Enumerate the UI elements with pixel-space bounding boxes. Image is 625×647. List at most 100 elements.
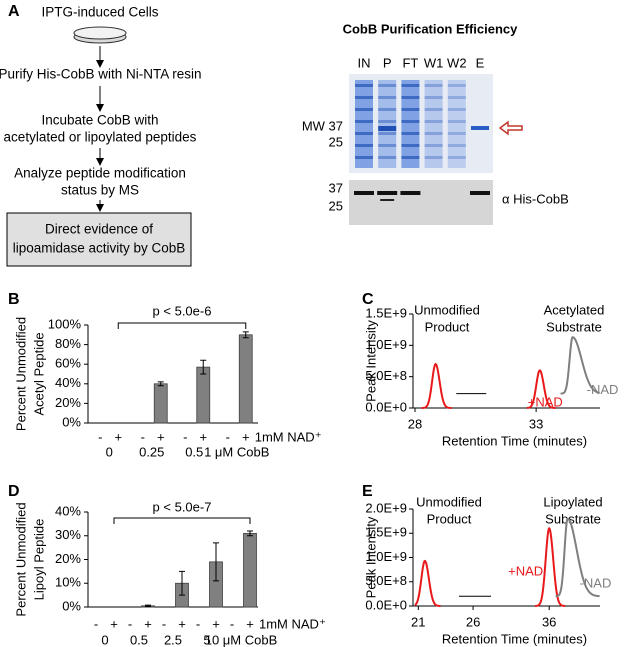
series-label: +NAD (528, 394, 563, 409)
x-tick-label: 26 (466, 614, 480, 629)
group-label: 0 (106, 444, 113, 459)
series-label: -NAD (587, 382, 619, 397)
result-text: Direct evidence of (45, 222, 153, 237)
region-title: Lipoylated (543, 494, 602, 509)
bar (238, 334, 253, 424)
region-title: Product (427, 511, 472, 526)
lane-band (378, 84, 397, 87)
x-tick-label: - (128, 616, 132, 631)
lane-smear (401, 80, 420, 168)
lane-band (447, 132, 466, 135)
lane-smear (378, 80, 397, 168)
x-tick-label: - (226, 429, 230, 444)
y-tick-label: 1.5E+9 (365, 525, 407, 540)
peak (560, 336, 600, 395)
x-tick-label: + (178, 616, 186, 631)
y-tick-label: 0.0E+0 (365, 597, 407, 612)
significance-bracket (117, 322, 247, 329)
x-axis-label: Retention Time (minutes) (442, 631, 587, 646)
y-tick-label: 1.0E+9 (365, 549, 407, 564)
x-tick-label: + (242, 429, 250, 444)
annotation: p < 5.0e-6 (153, 303, 212, 318)
lane-band (378, 126, 397, 131)
lane-band (355, 96, 373, 99)
western-band (354, 191, 374, 195)
x-tick-label: - (162, 616, 166, 631)
lane-label: P (383, 55, 392, 70)
group-label: 2.5 (164, 632, 182, 647)
workflow-step: IPTG-induced Cells (41, 5, 158, 20)
mw-marker: MW 37 (302, 118, 343, 133)
y-tick-label: 2.0E+9 (365, 500, 407, 515)
region-title: Product (425, 319, 470, 334)
peak (555, 517, 600, 598)
group-label: 0.5 (185, 444, 203, 459)
lane-band (447, 120, 466, 123)
x-tick-label: - (98, 429, 102, 444)
y-tick-label: 0% (62, 414, 81, 429)
annotation: p < 5.0e-7 (153, 499, 212, 514)
group-label: 0.5 (130, 632, 148, 647)
panel-label: B (8, 291, 20, 308)
x-tick-label: - (94, 616, 98, 631)
x-tick-label: - (183, 429, 187, 444)
y-tick-label: 20% (55, 551, 81, 566)
workflow-step: Purify His-CobB with Ni-NTA resin (0, 67, 202, 82)
group-label: 10 μM CobB (205, 632, 278, 647)
x-tick-label: 36 (542, 614, 556, 629)
result-text: lipoamidase activity by CobB (13, 241, 186, 256)
row-label: 1mM NAD⁺ (255, 429, 322, 444)
lane-label: W2 (447, 55, 467, 70)
x-tick-label: + (110, 616, 118, 631)
lane-band (424, 84, 443, 87)
y-axis-label: Percent Unmodified (13, 317, 28, 431)
lane-band (424, 108, 443, 111)
error-bar (247, 530, 253, 537)
region-title: Substrate (546, 319, 602, 334)
lane-band (378, 108, 397, 111)
group-label: 5 (203, 632, 210, 647)
error-bar (179, 570, 185, 596)
group-label: 1 μM CobB (204, 444, 269, 459)
lane-band (447, 108, 466, 111)
result-box (6, 212, 192, 267)
lane-label: E (476, 55, 485, 70)
region-title: Acetylated (544, 302, 605, 317)
x-tick-label: + (212, 616, 220, 631)
y-tick-label: 10% (55, 575, 81, 590)
peak (414, 559, 441, 607)
y-tick-label: 0.0E+0 (365, 399, 407, 414)
y-tick-label: 40% (55, 503, 81, 518)
panel-label: A (8, 3, 20, 20)
lane-band (424, 120, 443, 123)
mw-marker: 37 (329, 180, 343, 195)
gel-title: CobB Purification Efficiency (343, 21, 519, 36)
peak (535, 526, 566, 607)
y-axis-label: Lipoyl Peptide (31, 519, 46, 601)
y-tick-label: 60% (55, 356, 81, 371)
panel-label: D (8, 483, 20, 500)
x-axis-label: Retention Time (minutes) (442, 433, 587, 448)
y-tick-label: 100% (48, 316, 82, 331)
lane-band (378, 156, 397, 159)
lane-band (447, 156, 466, 159)
series-label: -NAD (580, 576, 612, 591)
lane-label: W1 (424, 55, 444, 70)
lane-smear (355, 80, 373, 168)
x-tick-label: - (196, 616, 200, 631)
lane-band (401, 132, 420, 135)
red-arrow (498, 120, 523, 136)
group-label: 0.25 (139, 444, 164, 459)
western-band (470, 191, 490, 195)
lane-band (378, 144, 397, 147)
lane-band (355, 144, 373, 147)
region-title: Substrate (545, 511, 601, 526)
error-bar (157, 381, 164, 387)
bar (243, 532, 257, 608)
mw-marker: 25 (329, 198, 343, 213)
y-tick-label: 1.0E+9 (365, 337, 407, 352)
region-title: Unmodified (416, 494, 482, 509)
lane-band (447, 96, 466, 99)
x-tick-label: 33 (529, 416, 543, 431)
significance-bracket (113, 517, 251, 524)
